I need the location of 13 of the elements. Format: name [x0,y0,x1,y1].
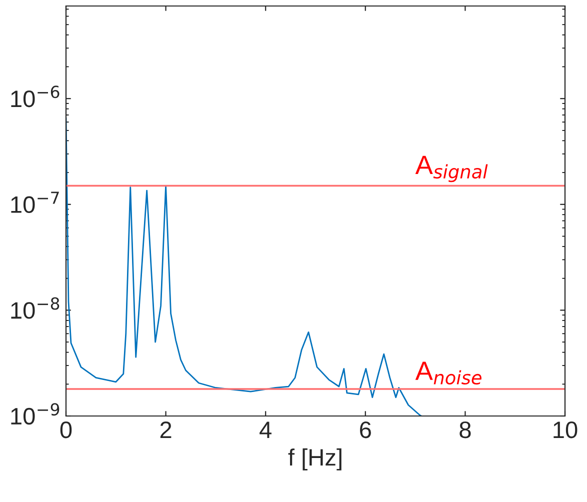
y-tick-label: 10$^{−6}$ [11,86,60,108]
x-tick-label: 6 [360,421,371,438]
x-tick-label: 2 [160,421,172,438]
x-axis-title: f [Hz] [288,448,342,470]
x-tick-label: 0 [60,421,72,438]
y-tick-label: 10$^{−7}$ [11,192,59,214]
y-tick-label: 10$^{−8}$ [11,297,60,319]
x-tick-label: 8 [460,421,471,438]
x-tick-label: 10 [554,421,578,438]
x-tick-label: 4 [260,422,272,438]
ref-line-label: A$_{noise}$ [415,362,482,385]
ref-line-label: A$_{signal}$ [415,156,488,182]
y-tick-label: 10$^{−9}$ [11,403,60,425]
